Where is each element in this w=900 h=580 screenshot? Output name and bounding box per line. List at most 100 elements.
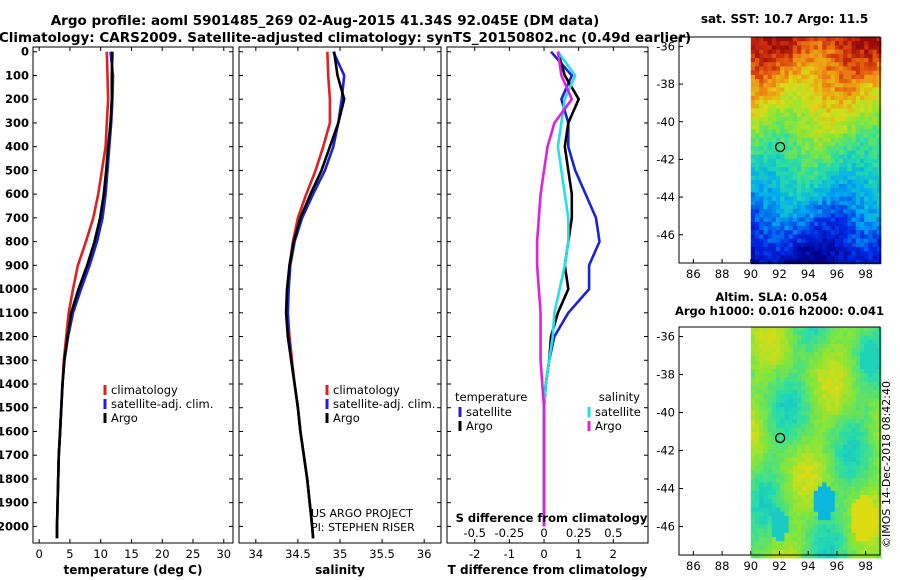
heatmap-cell: [759, 45, 764, 50]
heatmap-cell: [830, 423, 836, 429]
heatmap-cell: [771, 453, 777, 458]
heatmap-cell: [776, 41, 781, 46]
heatmap-cell: [763, 356, 768, 361]
title-line-1: Argo profile: aoml 5901485_269 02-Aug-20…: [51, 13, 600, 29]
heatmap-cell: [813, 238, 819, 244]
heatmap-cell: [834, 209, 840, 214]
heatmap-cell: [805, 242, 810, 248]
heatmap-cell: [843, 146, 848, 151]
heatmap-cell: [830, 45, 836, 50]
heatmap-cell: [818, 444, 823, 450]
heatmap-cell: [805, 516, 810, 521]
heatmap-cell: [830, 377, 836, 382]
heatmap-cell: [851, 70, 857, 76]
heatmap-cell: [847, 469, 852, 475]
heatmap-cell: [788, 348, 794, 353]
heatmap-cell: [830, 137, 836, 143]
heatmap-cell: [788, 377, 794, 382]
heatmap-cell: [801, 234, 806, 239]
heatmap-cell: [801, 482, 806, 487]
heatmap-cell: [876, 238, 882, 244]
heatmap-cell: [776, 524, 781, 529]
heatmap-cell: [822, 137, 827, 143]
heatmap-cell: [801, 167, 806, 172]
heatmap-cell: [792, 436, 798, 441]
heatmap-cell: [784, 478, 789, 483]
heatmap-cell: [780, 507, 785, 513]
heatmap-cell: [813, 146, 819, 151]
heatmap-cell: [788, 251, 794, 256]
heatmap-cell: [763, 427, 768, 433]
heatmap-cell: [839, 154, 844, 160]
heatmap-cell: [792, 369, 798, 374]
heatmap-cell: [818, 175, 823, 181]
heatmap-cell: [843, 486, 848, 492]
heatmap-cell: [801, 259, 806, 265]
heatmap-cells: [750, 37, 882, 265]
heatmap-cell: [792, 116, 798, 122]
heatmap-cell: [855, 100, 861, 105]
heatmap-cell: [851, 238, 857, 244]
heatmap-cell: [872, 482, 878, 487]
heatmap-cell: [822, 53, 827, 59]
heatmap-cell: [868, 339, 873, 345]
heatmap-cell: [776, 423, 781, 429]
heatmap-cell: [851, 457, 857, 462]
heatmap-cell: [788, 129, 794, 134]
heatmap-cell: [834, 356, 840, 361]
heatmap-cell: [805, 205, 810, 210]
heatmap-cell: [809, 83, 815, 88]
heatmap-cell: [797, 402, 802, 408]
heatmap-cell: [851, 108, 857, 113]
heatmap-cell: [767, 364, 773, 370]
heatmap-cell: [784, 137, 789, 143]
heatmap-cell: [822, 444, 827, 450]
heatmap-cell: [805, 58, 810, 63]
heatmap-cell: [876, 58, 882, 63]
heatmap-cell: [776, 146, 781, 151]
heatmap-cell: [843, 129, 848, 134]
heatmap-cell: [801, 419, 806, 424]
secondary-axis-label: S difference from climatology: [456, 511, 648, 525]
heatmap-cell: [809, 549, 815, 555]
heatmap-cell: [847, 465, 852, 471]
heatmap-cell: [813, 87, 819, 92]
heatmap-cell: [851, 62, 857, 67]
legend-label: Argo: [333, 411, 360, 425]
heatmap-cell: [788, 49, 794, 55]
heatmap-cell: [826, 495, 831, 500]
heatmap-cell: [784, 465, 789, 471]
heatmap-cell: [847, 339, 852, 345]
heatmap-cell: [843, 381, 848, 387]
heatmap-cell: [847, 146, 852, 151]
heatmap-cell: [784, 150, 789, 155]
heatmap-cell: [805, 163, 810, 168]
heatmap-cell: [797, 411, 802, 416]
heatmap-cell: [818, 553, 823, 559]
heatmap-cell: [813, 381, 819, 387]
heatmap-cell: [784, 528, 789, 534]
heatmap-cell: [818, 402, 823, 408]
heatmap-cell: [767, 247, 773, 252]
y-tick-label: -40: [656, 406, 675, 420]
heatmap-cell: [755, 146, 760, 151]
heatmap-cell: [801, 537, 806, 542]
heatmap-cell: [755, 37, 760, 42]
heatmap-cell: [755, 419, 760, 424]
heatmap-cell: [843, 432, 848, 437]
heatmap-cell: [826, 499, 831, 504]
heatmap-cell: [830, 394, 836, 399]
heatmap-cell: [872, 175, 878, 181]
heatmap-cell: [809, 348, 815, 353]
heatmap-cell: [776, 192, 781, 197]
heatmap-cell: [759, 381, 764, 387]
heatmap-cell: [805, 537, 810, 542]
heatmap-cell: [755, 179, 760, 185]
heatmap-cell: [776, 209, 781, 214]
heatmap-cell: [776, 91, 781, 97]
heatmap-cell: [763, 503, 768, 508]
heatmap-cell: [767, 419, 773, 424]
heatmap-cell: [755, 360, 760, 366]
heatmap-cell: [876, 516, 882, 521]
heatmap-cell: [822, 432, 827, 437]
